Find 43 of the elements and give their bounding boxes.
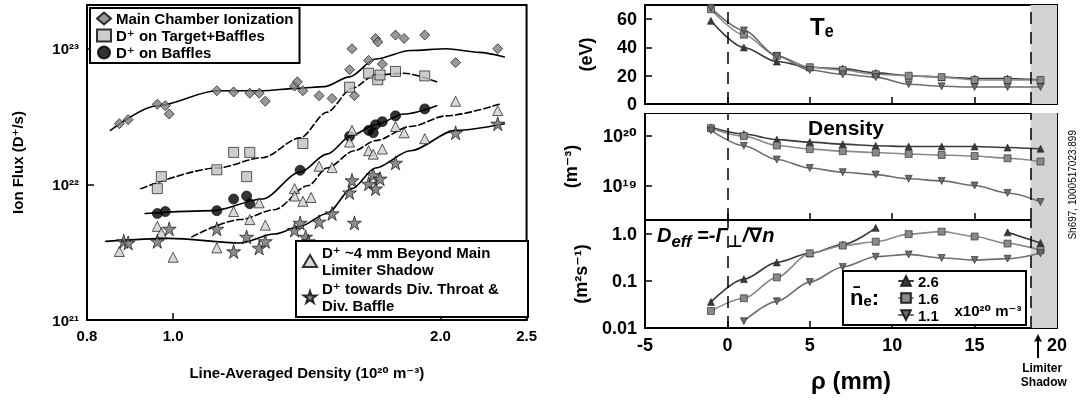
y-tick-label: 0 [626,94,637,114]
y-axis-title: (m²s⁻¹) [571,244,591,304]
y-axis-title: (m⁻³) [561,144,581,189]
legend-label: 1.1 [918,306,939,324]
x-tick-label: -5 [636,335,654,355]
y-tick-label: 10²³ [52,40,79,58]
x-tick-label: 0.8 [76,327,98,344]
y-tick-label: 10²¹ [52,311,79,329]
y-tick-label: 10²² [52,175,79,193]
y-tick-label: 0.01 [601,318,637,338]
y-tick-label: 1.0 [611,224,637,245]
x-tick-label: 5 [804,335,815,355]
x-tick-label: 0 [722,335,733,355]
x-tick-label: 20 [1046,335,1068,355]
y-tick-label: 10²⁰ [603,126,638,147]
annotation: Tₑ [810,13,834,41]
y-tick-label: 60 [616,9,637,30]
text: Sh697, 1000517023:899 [1067,130,1078,240]
annotation: x10²⁰ m⁻³ [953,301,1023,319]
x-tick-label: 2.0 [430,327,451,344]
y-axis-title: Ion Flux (D⁺/s) [9,111,26,214]
x-tick-label: 10 [882,335,903,355]
x-tick-label: 1.0 [162,327,184,344]
y-tick-label: 0.1 [611,271,637,292]
legend-label: 1.6 [918,289,939,307]
legend-label: D⁺ towards Div. Throat & Div. Baffle [322,280,503,314]
x-axis-title: ρ (mm) [810,366,892,394]
y-tick-label: 20 [616,65,637,86]
y-tick-label: 40 [616,37,637,58]
legend-label: D⁺ ~4 mm Beyond Main Limiter Shadow [322,244,495,278]
band-label: Limiter Shadow [1020,361,1068,389]
y-tick-label: 10¹⁹ [602,176,637,197]
x-tick-label: 15 [964,335,985,355]
x-axis-title: Line-Averaged Density (10²⁰ m⁻³) [189,364,425,381]
legend-label: D⁺ on Target+Baffles [116,27,265,44]
legend-label: Main Chamber Ionization [116,10,294,27]
annotation: Density [808,116,884,140]
legend-title: n̄ₑ: [850,285,880,311]
annotation: D$_{eff}$ =-Γ$_{⊥}$/∇n [657,224,775,252]
x-tick-label: 2.5 [516,327,537,344]
y-axis-title: (eV) [576,37,596,72]
legend-label: D⁺ on Baffles [116,44,212,61]
legend-label: 2.6 [918,272,939,290]
